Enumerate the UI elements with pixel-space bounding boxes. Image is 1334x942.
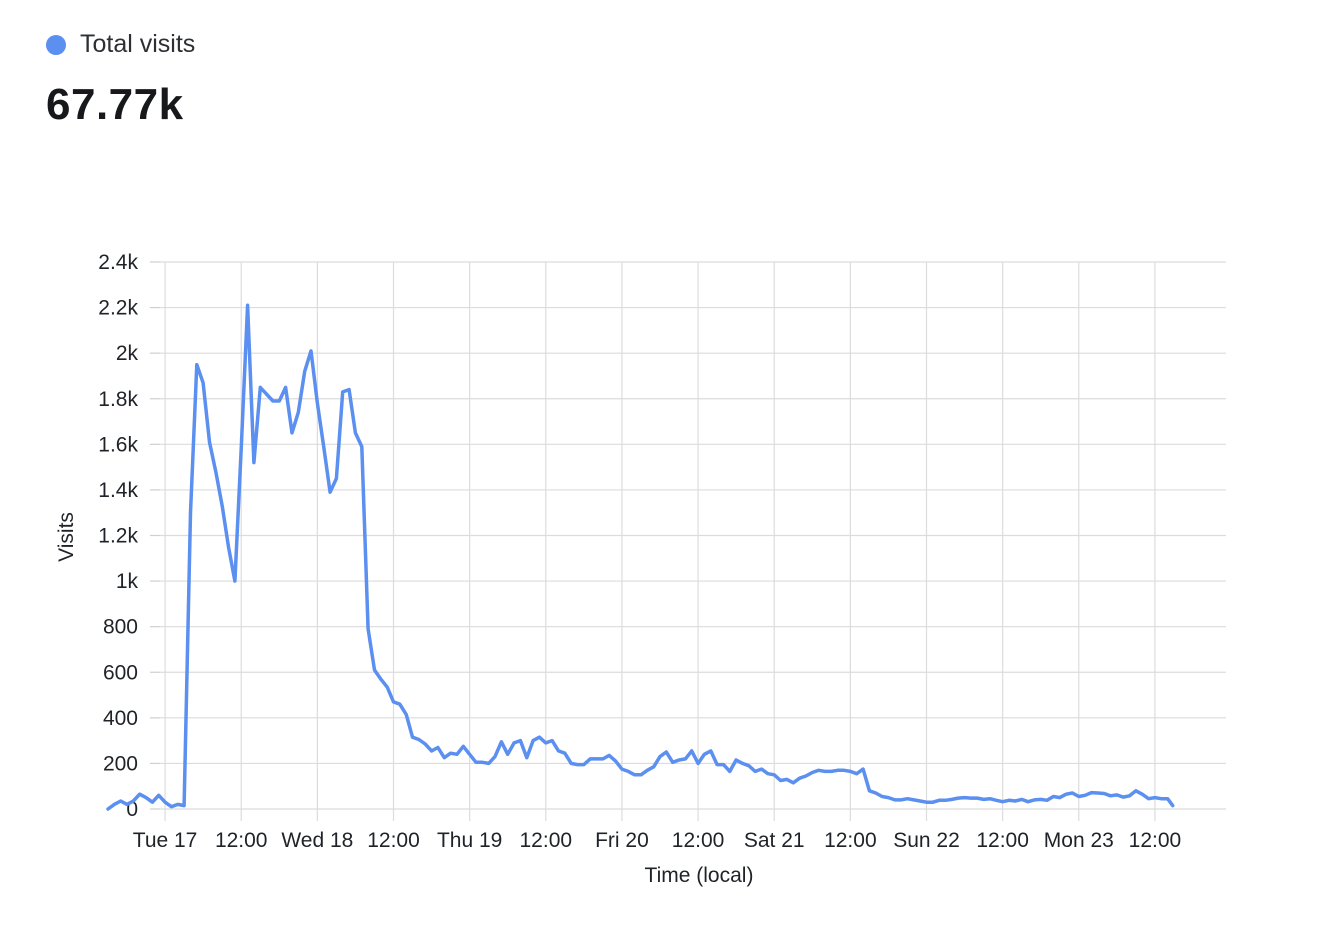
y-tick-label: 1.6k: [98, 433, 138, 456]
x-tick-label: 12:00: [215, 829, 268, 852]
x-tick-label: 12:00: [520, 829, 573, 852]
y-tick-label: 400: [103, 707, 138, 730]
chart-legend: Total visits: [46, 30, 195, 59]
y-tick-label: 2.4k: [98, 251, 138, 274]
x-tick-label: 12:00: [367, 829, 420, 852]
x-axis-ticks: Tue 17 12:00 Wed 18 12:00 Thu 19 12:00 Fri 20 1…: [133, 829, 1181, 852]
series-line-total-visits: [106, 303, 1175, 811]
y-tick-label: 1.4k: [98, 479, 138, 502]
y-tick-label: 0: [126, 798, 138, 821]
y-tick-label: 2k: [116, 342, 139, 365]
series-color-dot: [46, 34, 66, 55]
y-axis-ticks: 0 200 400 600 800 1k 1.2k 1.4k 1.6k 1.8k 2k 2.2k 2.4…: [98, 251, 160, 821]
x-tick-label: 12:00: [1129, 829, 1182, 852]
x-tick-label: 12:00: [824, 829, 877, 852]
x-tick-label: Thu 19: [437, 829, 502, 852]
y-tick-label: 1.8k: [98, 388, 138, 411]
x-tick-label: Sat 21: [744, 829, 805, 852]
y-tick-label: 1.2k: [98, 525, 138, 548]
y-tick-label: 1k: [116, 570, 139, 593]
total-visits-value: 67.77k: [46, 80, 184, 129]
series-layer: [106, 303, 1175, 811]
y-tick-label: 600: [103, 661, 138, 684]
legend-label: Total visits: [80, 30, 196, 58]
y-axis-title: Visits: [55, 512, 78, 562]
x-tick-label: 12:00: [672, 829, 725, 852]
y-tick-label: 2.2k: [98, 297, 138, 320]
x-axis-title: Time (local): [645, 864, 754, 887]
x-tick-label: Fri 20: [595, 829, 649, 852]
x-tick-label: Tue 17: [133, 829, 198, 852]
x-tick-label: Wed 18: [281, 829, 353, 852]
grid: [160, 261, 1226, 821]
x-tick-label: Sun 22: [893, 829, 960, 852]
y-tick-label: 800: [103, 616, 138, 639]
y-tick-label: 200: [103, 752, 138, 775]
x-tick-label: 12:00: [976, 829, 1029, 852]
x-tick-label: Mon 23: [1044, 829, 1114, 852]
